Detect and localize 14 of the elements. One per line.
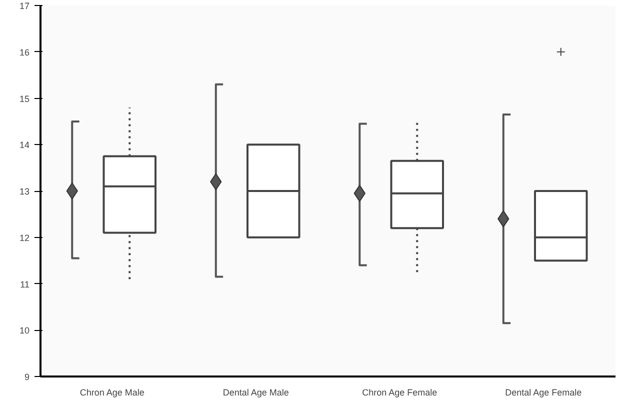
x-tick-label: Dental Age Male [222, 388, 289, 398]
x-tick-label: Chron Age Male [80, 388, 144, 398]
point [66, 182, 78, 200]
x-tick-label: Dental Age Female [505, 388, 582, 398]
y-tick-label: 12 [19, 232, 30, 243]
y-tick-label: 14 [19, 140, 30, 150]
y-tick-label: 10 [19, 326, 30, 336]
y-tick-label: 17 [19, 1, 30, 11]
y-tick-label: 15 [19, 94, 30, 104]
y-tick-label: 16 [19, 47, 30, 58]
y-tick-label: 13 [19, 186, 30, 196]
y-tick-label: 9 [24, 372, 30, 382]
y-tick-label: 11 [20, 279, 30, 290]
x-tick-label: Chron Age Female [362, 388, 438, 398]
